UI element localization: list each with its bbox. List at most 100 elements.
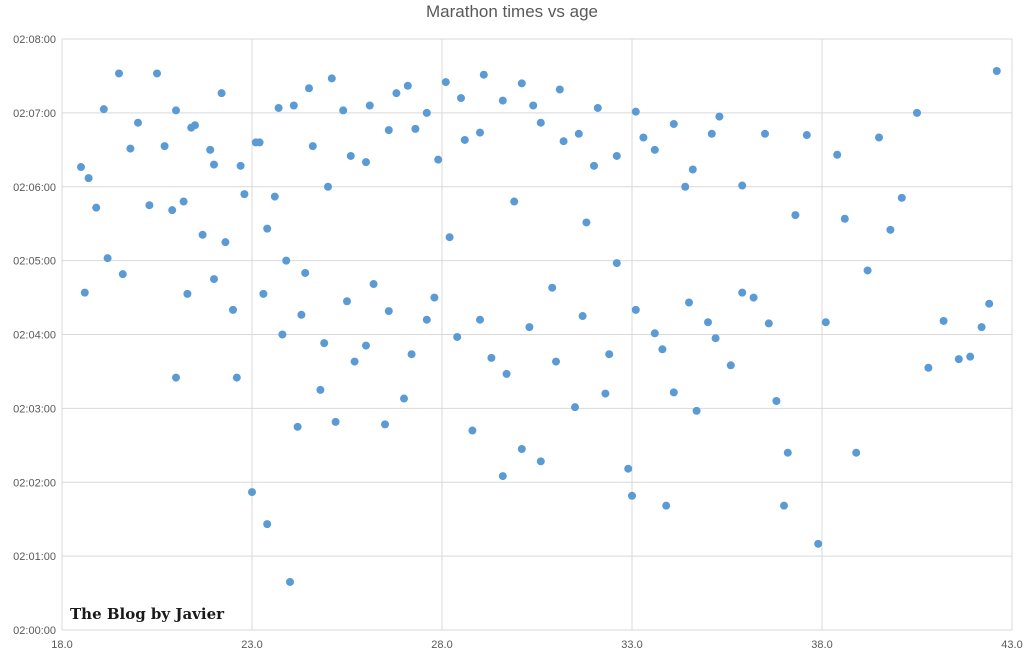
scatter-point [692,406,701,415]
scatter-point [400,394,408,403]
scatter-point [282,256,291,265]
scatter-point [411,124,420,133]
scatter-point [350,357,359,366]
scatter-point [669,388,678,397]
scatter-point [578,312,587,321]
scatter-point [236,161,245,170]
scatter-point [977,323,986,332]
x-tick-label: 23.0 [241,639,262,651]
scatter-point [453,332,462,341]
scatter-point [362,341,370,350]
scatter-point [183,289,192,298]
scatter-point [749,293,758,302]
chart-title: Marathon times vs age [426,2,598,21]
scatter-point [430,293,439,302]
scatter-point [381,420,389,429]
y-tick-label: 02:02:00 [13,477,56,489]
scatter-point [286,577,294,586]
scatter-point [992,67,1001,76]
scatter-point [457,94,465,103]
scatter-point [263,520,272,529]
scatter-point [502,369,511,378]
scatter-point [240,190,249,199]
scatter-point [552,357,560,366]
scatter-point [316,385,325,394]
scatter-point [802,131,811,140]
scatter-point [339,106,348,115]
scatter-point [263,224,272,233]
y-tick-label: 02:05:00 [13,256,56,268]
scatter-point [628,491,636,500]
scatter-point [738,181,747,190]
scatter-point [571,403,579,412]
scatter-point [939,316,948,325]
scatter-point [278,330,287,339]
scatter-point [327,74,336,83]
scatter-point [510,197,519,206]
scatter-point [84,174,93,183]
scatter-point [593,103,602,112]
scatter-point [210,160,218,169]
scatter-point [445,233,454,242]
scatter-point [517,79,526,88]
scatter-point [715,112,724,121]
scatter-point [479,70,488,79]
scatter-point [301,268,310,277]
scatter-point [605,350,614,359]
y-tick-label: 02:04:00 [13,330,56,342]
scatter-point [662,501,671,510]
scatter-point [863,266,872,275]
scatter-point [476,315,484,324]
grid-layer [61,38,1013,631]
scatter-point [924,363,933,372]
scatter-point [362,158,370,167]
scatter-point [206,145,215,154]
scatter-point [77,163,85,172]
scatter-point [601,389,610,398]
scatter-point [985,299,994,308]
scatter-point [738,288,747,297]
scatter-point [308,142,317,151]
scatter-point [369,280,378,289]
y-tick-label: 02:03:00 [13,403,56,415]
scatter-point [232,373,241,382]
scatter-point [487,353,496,362]
scatter-point [688,165,697,174]
scatter-point [172,106,180,115]
scatter-point [118,270,127,279]
scatter-point [913,108,921,117]
scatter-point [650,145,659,154]
scatter-point [498,96,507,105]
scatter-point [153,69,161,78]
scatter-point [726,361,735,370]
scatter-point [229,305,237,314]
scatter-point [476,128,484,137]
scatter-point [711,334,720,343]
scatter-point [468,426,477,435]
x-tick-label: 18.0 [51,639,72,651]
scatter-point [434,155,443,164]
scatter-point [639,133,648,142]
scatter-point [529,101,538,110]
scatter-point [293,422,302,431]
scatter-point [134,118,142,127]
scatter-point [251,138,260,147]
scatter-point [422,315,431,324]
scatter-point [821,318,830,327]
scatter-point [548,283,557,292]
scatter-point [954,355,963,364]
scatter-point [103,254,112,263]
scatter-point [198,230,207,239]
scatter-point [324,182,332,191]
scatter-point [582,218,591,227]
scatter-point [612,151,621,160]
scatter-point [590,161,598,170]
scatter-point [187,123,196,132]
x-tick-label: 28.0 [431,639,452,651]
scatter-point [764,319,773,328]
scatter-point [536,118,545,127]
scatter-point [704,318,712,327]
scatter-point [650,329,659,338]
scatter-point [407,350,416,359]
